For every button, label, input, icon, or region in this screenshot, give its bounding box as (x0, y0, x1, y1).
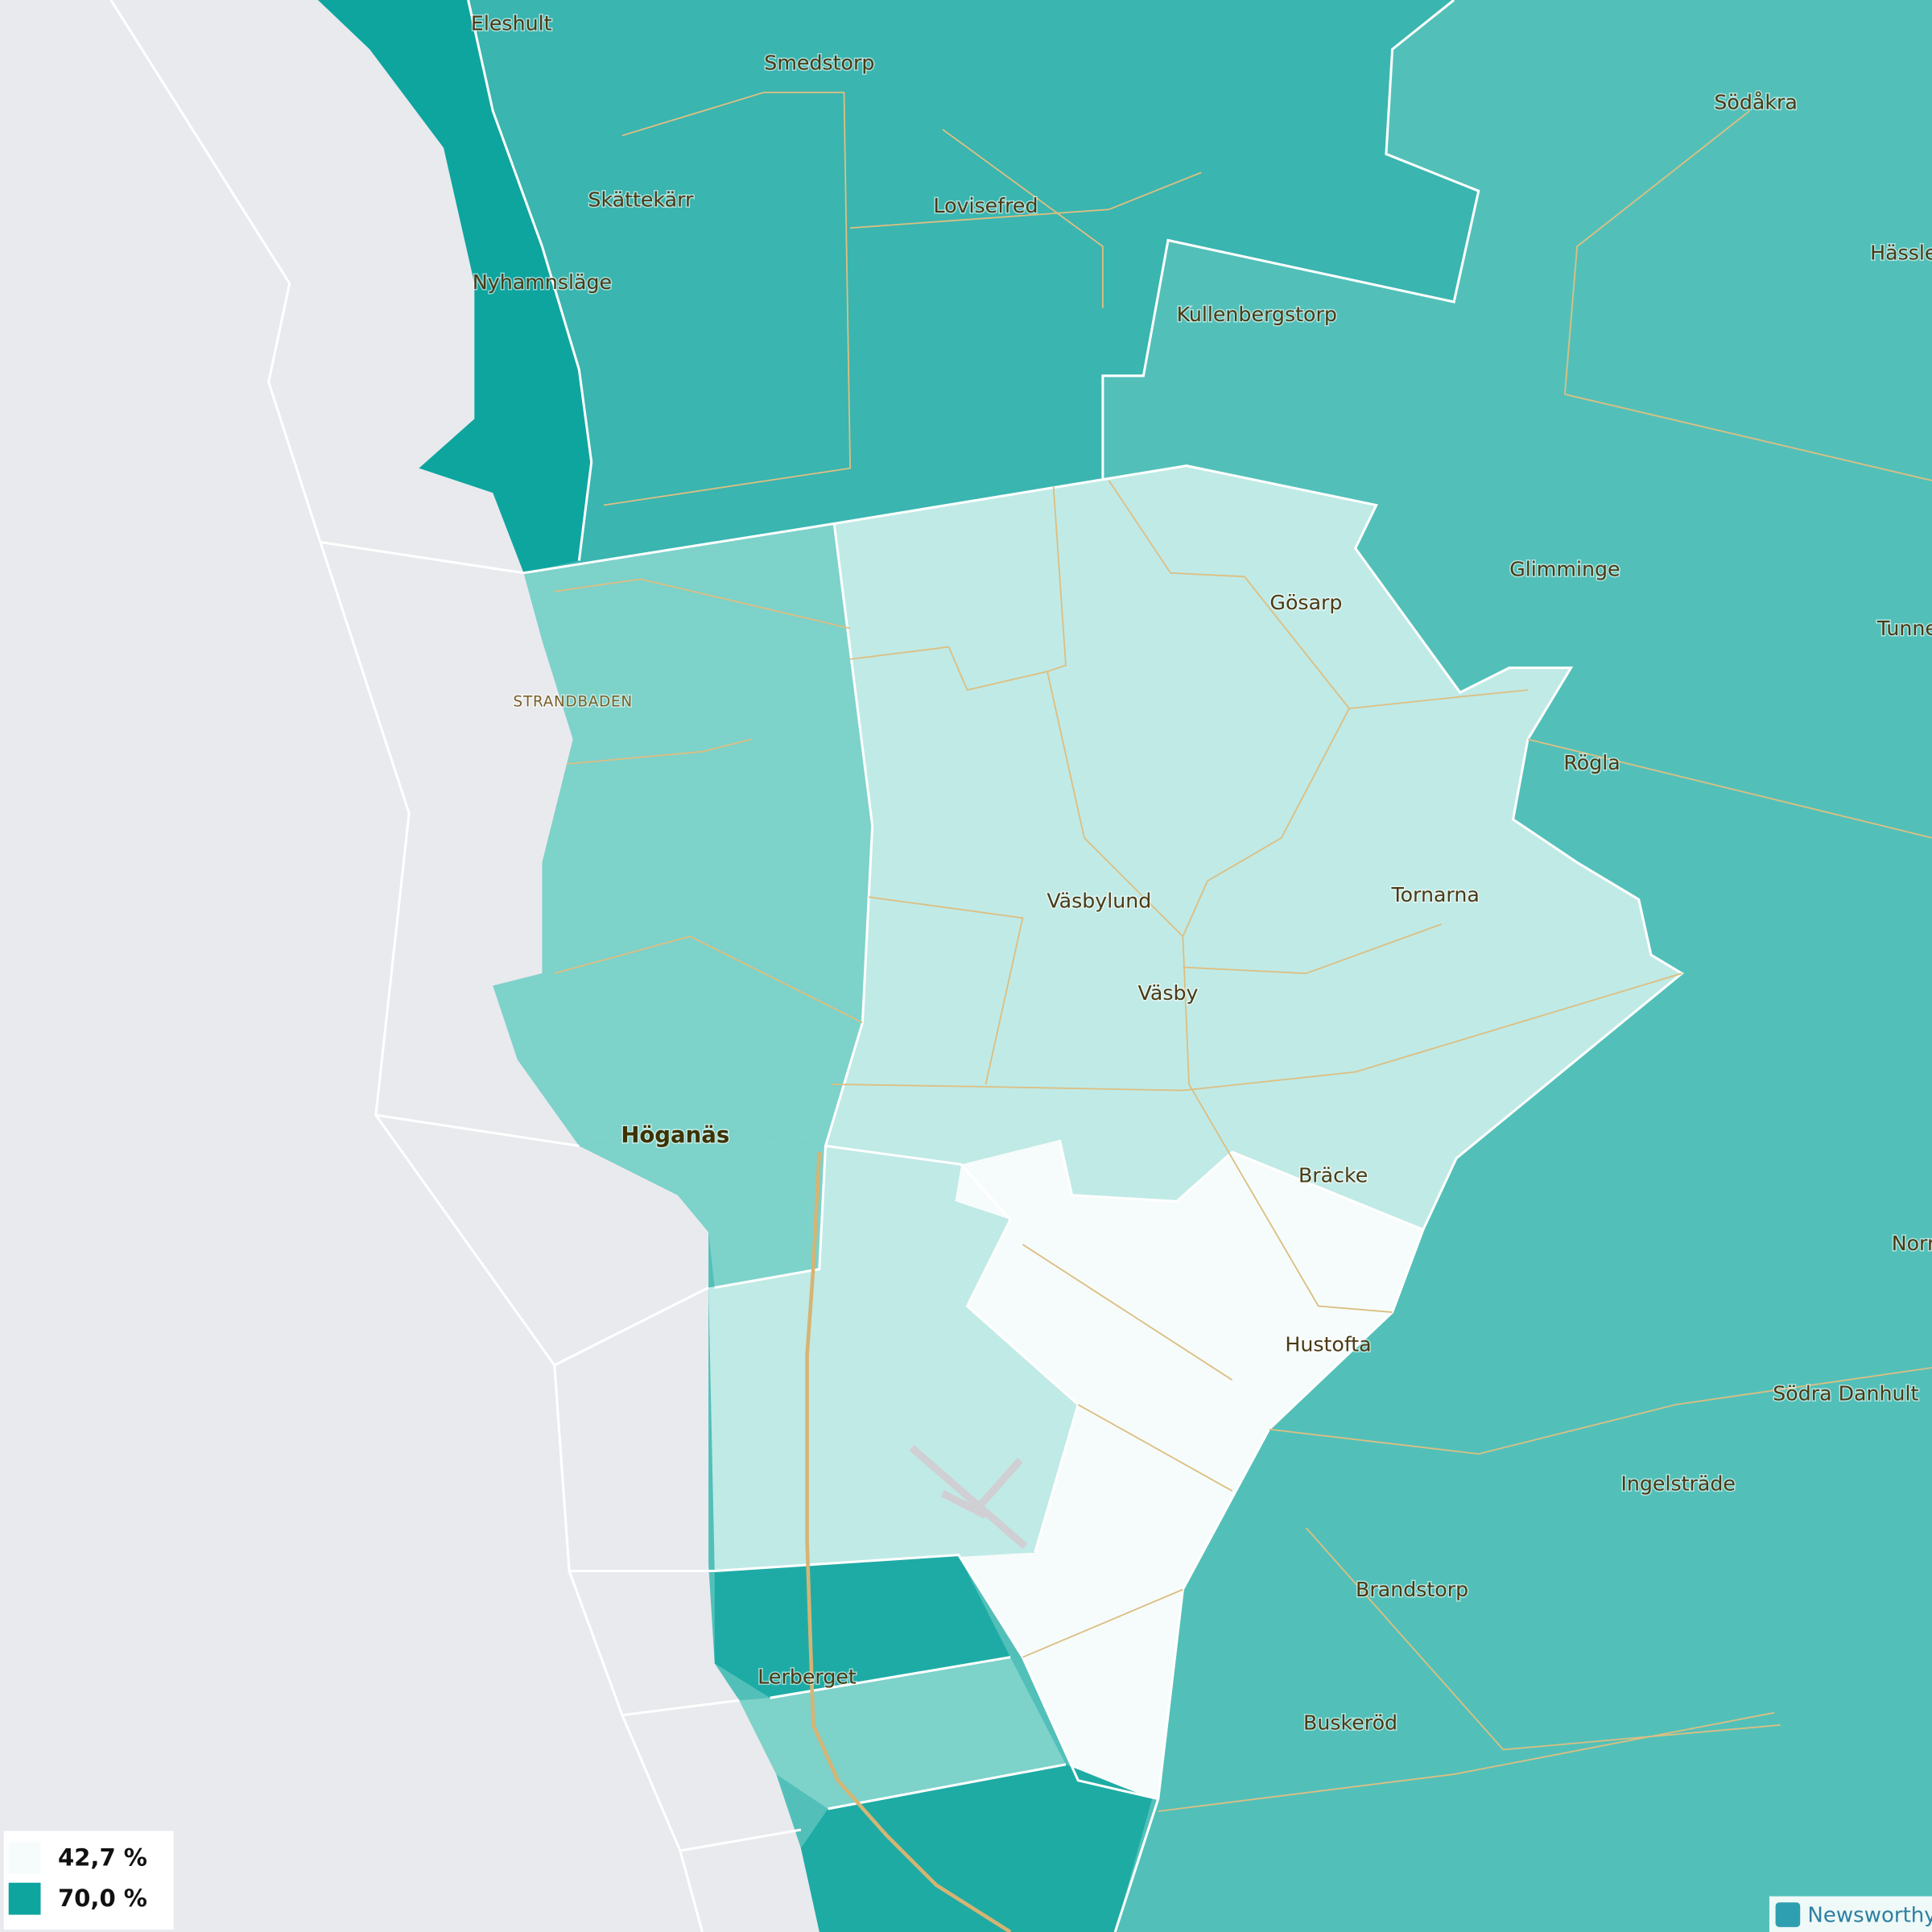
labels: Eleshult Smedstorp Skättekärr Lovisefred Nyh… (469, 10, 1932, 1736)
place-label: Norr (1892, 1232, 1932, 1255)
place-label: Eleshult (471, 12, 552, 35)
place-label: Buskeröd (1303, 1711, 1397, 1734)
place-label: Lovisefred (933, 194, 1038, 217)
legend-label: 70,0 % (58, 1885, 147, 1912)
place-label: Hässle (1870, 241, 1932, 264)
region (317, 0, 592, 573)
brand-icon (1775, 1902, 1801, 1927)
roads (554, 91, 1932, 1932)
place-label: Lerberget (758, 1666, 857, 1689)
legend-swatch (8, 1882, 41, 1915)
place-label: Nyhamnsläge (473, 270, 612, 294)
place-label: Väsby (1138, 981, 1199, 1005)
place-label: Smedstorp (764, 52, 874, 75)
place-label: Glimminge (1509, 558, 1620, 581)
region (493, 523, 873, 1146)
place-label: Södra Danhult (1773, 1382, 1918, 1406)
sea (0, 0, 819, 1932)
region (800, 1764, 1153, 1932)
place-label: Södåkra (1714, 91, 1797, 114)
place-label: Hustofta (1285, 1332, 1371, 1356)
region (468, 0, 1479, 573)
place-label: Höganäs (621, 1122, 729, 1148)
region (955, 1139, 1423, 1799)
place-label: Ingelsträde (1620, 1472, 1735, 1495)
region (579, 1127, 826, 1288)
place-label: Kullenbergstorp (1177, 303, 1337, 326)
place-label: Rögla (1563, 751, 1620, 774)
place-label: Väsbylund (1046, 889, 1151, 912)
place-label: Brandstorp (1356, 1578, 1468, 1601)
place-label: Gösarp (1269, 591, 1342, 614)
legend: 42,7 % 70,0 % (3, 1831, 174, 1930)
region (714, 1554, 1011, 1699)
legend-swatch (8, 1842, 41, 1875)
region (739, 1657, 1066, 1809)
place-label: Tornarna (1390, 883, 1479, 906)
brand: Newsworthy (1769, 1896, 1932, 1932)
place-label: Bräcke (1298, 1164, 1368, 1187)
airfield (909, 1445, 1028, 1550)
region (708, 1146, 1079, 1571)
place-label: STRANDBADEN (514, 693, 633, 710)
place-label: Tunne (1876, 617, 1932, 640)
brand-name: Newsworthy (1807, 1904, 1932, 1928)
boundaries (109, 0, 1684, 1932)
legend-label: 42,7 % (58, 1844, 147, 1872)
place-label: Skättekärr (588, 188, 694, 211)
